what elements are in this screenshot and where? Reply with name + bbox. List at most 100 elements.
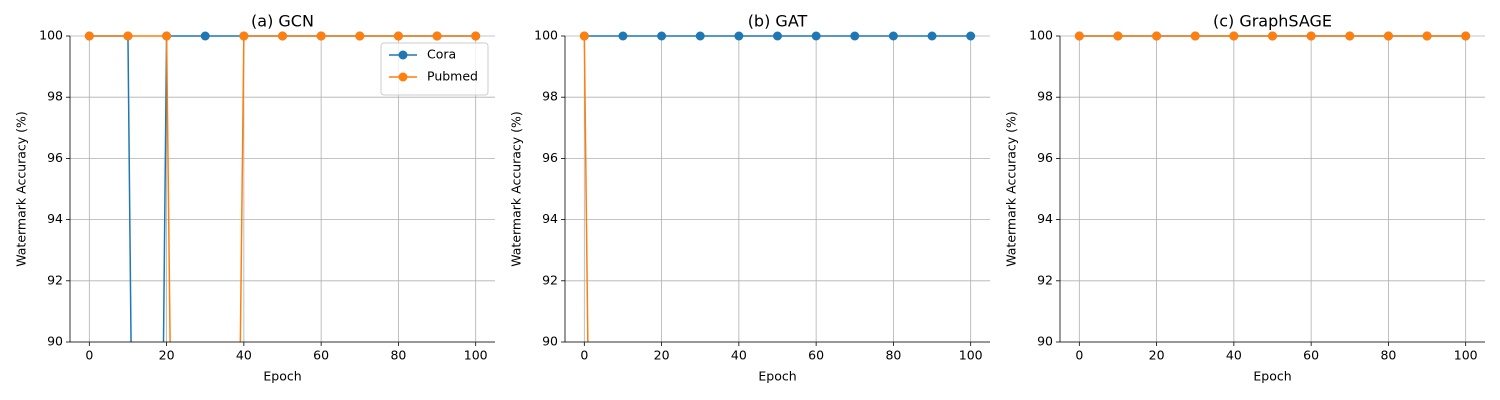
legend-label: Cora xyxy=(427,47,456,62)
legend: Cora Pubmed xyxy=(380,42,489,96)
y-axis-label: Watermark Accuracy (%) xyxy=(509,111,524,267)
legend-box xyxy=(380,42,489,96)
y-tick-label: 92 xyxy=(1037,272,1053,287)
y-tick-label: 100 xyxy=(534,28,558,43)
point-marker xyxy=(928,368,937,377)
point-marker xyxy=(200,31,210,41)
point-marker xyxy=(123,31,133,41)
subplot: 0 20 40 60 80 100 90 92 94 96 98 100 (a) GCN Epoch Wat… xyxy=(14,12,495,384)
point-marker xyxy=(657,368,666,377)
series-group xyxy=(84,31,481,377)
legend-marker xyxy=(398,72,408,82)
point-marker xyxy=(471,31,481,41)
point-marker xyxy=(927,31,937,41)
x-tick-label: 60 xyxy=(313,348,329,363)
series-group xyxy=(1074,31,1471,41)
x-tick-label: 60 xyxy=(808,348,824,363)
x-axis-label: Epoch xyxy=(263,369,301,384)
point-marker xyxy=(618,31,628,41)
point-marker xyxy=(1345,31,1355,41)
y-axis-label: Watermark Accuracy (%) xyxy=(1004,111,1019,267)
point-marker xyxy=(432,31,442,41)
y-tick-label: 94 xyxy=(47,211,63,226)
point-marker xyxy=(1422,31,1432,41)
y-tick-label: 98 xyxy=(1037,89,1053,104)
point-marker xyxy=(1306,31,1316,41)
series-line xyxy=(583,35,589,342)
y-tick-label: 94 xyxy=(1037,211,1053,226)
point-marker xyxy=(966,368,975,377)
y-tick-label: 90 xyxy=(542,334,558,349)
x-tick-label: 100 xyxy=(464,348,488,363)
point-marker xyxy=(850,368,859,377)
x-tick-label: 40 xyxy=(236,348,252,363)
x-tick-label: 20 xyxy=(1149,348,1165,363)
x-tick-label: 20 xyxy=(159,348,175,363)
point-marker xyxy=(584,368,593,377)
x-tick-label: 0 xyxy=(85,348,93,363)
point-marker xyxy=(393,31,403,41)
y-tick-label: 90 xyxy=(1037,334,1053,349)
point-marker xyxy=(1268,31,1277,41)
x-tick-label: 80 xyxy=(1380,348,1396,363)
point-marker xyxy=(162,31,172,41)
point-marker xyxy=(1074,31,1084,41)
chart-title: (c) GraphSAGE xyxy=(1213,12,1332,31)
y-axis-label: Watermark Accuracy (%) xyxy=(14,111,29,267)
point-marker xyxy=(734,368,743,377)
y-tick-label: 100 xyxy=(1029,28,1053,43)
y-tick-label: 98 xyxy=(47,89,63,104)
point-marker xyxy=(734,31,744,41)
y-tick-label: 96 xyxy=(47,150,63,165)
x-tick-label: 20 xyxy=(654,348,670,363)
legend-label: Pubmed xyxy=(427,69,478,84)
y-tick-label: 96 xyxy=(1037,150,1053,165)
chart-title: (b) GAT xyxy=(748,12,808,31)
point-marker xyxy=(773,31,782,41)
point-marker xyxy=(888,31,898,41)
x-tick-label: 40 xyxy=(1226,348,1242,363)
x-tick-label: 100 xyxy=(1454,348,1478,363)
point-marker xyxy=(889,368,898,377)
point-marker xyxy=(657,31,667,41)
x-tick-label: 0 xyxy=(580,348,588,363)
point-marker xyxy=(236,368,245,377)
point-marker xyxy=(618,368,627,377)
subplot: 0 20 40 60 80 100 90 92 94 96 98 100 (c) GraphSAGE Ep… xyxy=(1004,12,1485,384)
series-line xyxy=(89,35,476,342)
y-tick-label: 90 xyxy=(47,334,63,349)
x-tick-label: 80 xyxy=(885,348,901,363)
point-marker xyxy=(1152,31,1162,41)
y-tick-label: 94 xyxy=(542,211,558,226)
point-marker xyxy=(166,368,175,377)
chart-title: (a) GCN xyxy=(251,12,314,31)
point-marker xyxy=(278,31,287,41)
point-marker xyxy=(1113,31,1123,41)
point-marker xyxy=(84,31,94,41)
point-marker xyxy=(355,31,365,41)
point-marker xyxy=(811,31,821,41)
x-tick-label: 60 xyxy=(1303,348,1319,363)
y-tick-label: 96 xyxy=(542,150,558,165)
y-tick-label: 92 xyxy=(47,272,63,287)
point-marker xyxy=(1461,31,1471,41)
y-tick-label: 98 xyxy=(542,89,558,104)
point-marker xyxy=(850,31,860,41)
x-axis-label: Epoch xyxy=(1253,369,1291,384)
point-marker xyxy=(316,31,326,41)
point-marker xyxy=(966,31,976,41)
legend-marker xyxy=(398,50,408,60)
series-group xyxy=(579,31,976,377)
x-tick-label: 100 xyxy=(959,348,983,363)
point-marker xyxy=(812,368,821,377)
y-tick-label: 92 xyxy=(542,272,558,287)
x-tick-label: 0 xyxy=(1075,348,1083,363)
point-marker xyxy=(239,31,249,41)
subplot: 0 20 40 60 80 100 90 92 94 96 98 100 (b) GAT Epoch Wat… xyxy=(509,12,990,384)
y-tick-label: 100 xyxy=(39,28,63,43)
point-marker xyxy=(1383,31,1393,41)
point-marker xyxy=(696,368,705,377)
x-axis-label: Epoch xyxy=(758,369,796,384)
point-marker xyxy=(1190,31,1200,41)
